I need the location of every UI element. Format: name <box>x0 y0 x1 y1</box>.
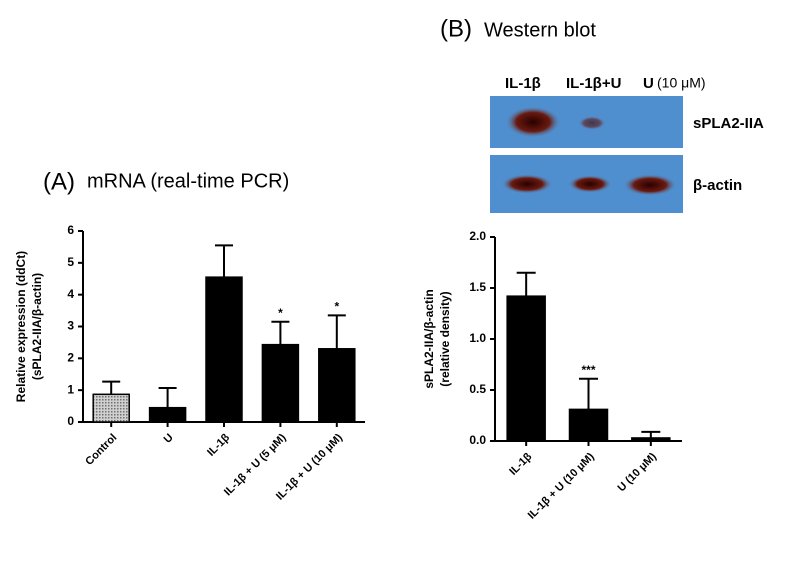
blot-band <box>501 174 553 194</box>
bar <box>148 406 187 423</box>
y-tick-label: 2 <box>67 351 74 365</box>
blot-lane-note: (10 μM) <box>657 75 706 91</box>
y-axis-label: (sPLA2-IIA/β-actin) <box>30 273 44 380</box>
significance-label: * <box>334 300 339 314</box>
bar <box>568 408 609 442</box>
error-bar <box>516 271 536 297</box>
significance-label: * <box>278 306 283 320</box>
bar <box>631 437 671 442</box>
y-tick-label: 2.0 <box>469 229 486 243</box>
blot-band <box>623 174 677 196</box>
bar <box>261 343 300 423</box>
blot-band <box>568 175 612 193</box>
panel-label: (A) <box>43 168 75 195</box>
y-tick-label: 6 <box>67 223 74 237</box>
blot-row-label: sPLA2-IIA <box>693 115 764 132</box>
y-axis-label: (relative density) <box>438 291 452 386</box>
error-bar <box>215 244 233 278</box>
error-bar <box>158 386 177 408</box>
blot-lane-label: IL-1β <box>505 75 541 92</box>
y-tick-label: 4 <box>67 287 74 301</box>
blot-lane-label: U <box>643 75 654 92</box>
y-tick-label: 0 <box>67 414 74 428</box>
chart-title: mRNA (real-time PCR) <box>87 170 289 192</box>
x-tick-label: IL-1β + U (10 μM) <box>526 450 597 521</box>
y-tick-label: 3 <box>67 319 74 333</box>
y-axis-label: Relative expression (ddCt) <box>14 251 28 402</box>
x-tick-label: U <box>162 432 176 446</box>
significance-label: *** <box>581 363 595 377</box>
error-bar <box>641 430 661 438</box>
bar <box>92 393 130 423</box>
bar <box>506 295 546 442</box>
error-bar <box>579 377 598 410</box>
x-tick-label: U (10 μM) <box>616 450 660 494</box>
y-tick-label: 5 <box>67 255 74 269</box>
x-tick-label: IL-1β <box>507 450 534 477</box>
bar <box>205 276 243 423</box>
error-bar <box>327 314 346 349</box>
y-tick-label: 0.5 <box>469 382 486 396</box>
blot-row-label: β-actin <box>693 177 742 194</box>
y-tick-label: 1 <box>67 382 74 396</box>
y-tick-label: 1.5 <box>469 280 486 294</box>
x-tick-label: IL-1β <box>205 431 232 458</box>
blot-lane-label: IL-1β+U <box>566 75 621 92</box>
y-tick-label: 0.0 <box>469 433 486 447</box>
x-tick-label: Control <box>83 432 119 468</box>
error-bar <box>271 320 290 345</box>
y-axis-label: sPLA2-IIA/β-actin <box>422 289 436 388</box>
blot-band <box>578 116 606 130</box>
chart-title: Western blot <box>484 19 596 41</box>
blot-band <box>505 106 561 138</box>
panel-label: (B) <box>440 15 472 42</box>
y-tick-label: 1.0 <box>469 331 486 345</box>
bar <box>318 348 356 423</box>
error-bar <box>102 380 121 395</box>
